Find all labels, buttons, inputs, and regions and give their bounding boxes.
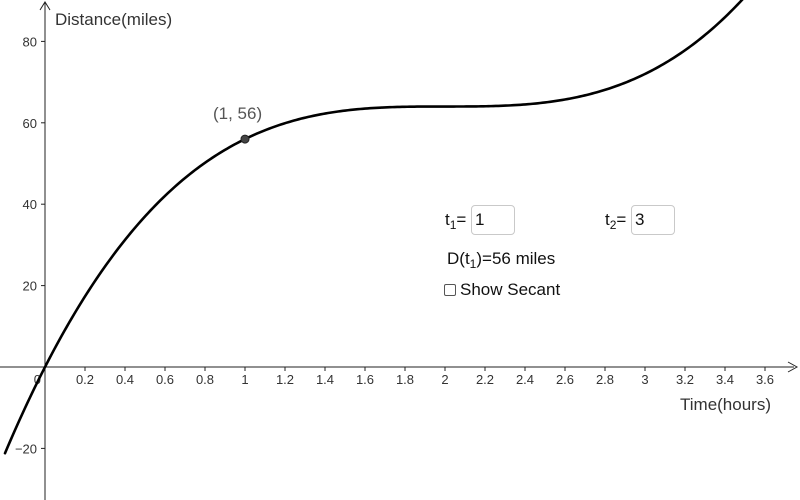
t2-label: t2= — [605, 210, 627, 232]
show-secant-label: Show Secant — [460, 280, 561, 299]
x-tick-label: 2.4 — [516, 372, 534, 387]
x-axis-arrow — [787, 361, 799, 373]
x-tick-label: 2.6 — [556, 372, 574, 387]
distance-readout: D(t1)=56 miles — [447, 249, 556, 271]
t1-input[interactable] — [471, 205, 515, 235]
curve-layer — [3, 0, 744, 455]
y-tick-label: 40 — [23, 197, 37, 212]
x-tick-label: 1.6 — [356, 372, 374, 387]
x-tick-label: 3.6 — [756, 372, 774, 387]
show-secant-checkbox[interactable] — [444, 284, 456, 296]
point-label: (1, 56) — [213, 104, 262, 123]
x-tick-label: 2.2 — [476, 372, 494, 387]
t1-label: t1= — [445, 210, 467, 232]
y-axis-label: Distance(miles) — [55, 10, 172, 29]
x-tick-label: 3 — [641, 372, 648, 387]
y-tick-label: 20 — [23, 279, 37, 294]
y-tick-label: 80 — [23, 34, 37, 49]
show-secant-toggle[interactable]: Show Secant — [444, 280, 560, 300]
t2-input[interactable] — [631, 205, 675, 235]
x-tick-label: 1 — [241, 372, 248, 387]
x-axis-label: Time(hours) — [680, 395, 771, 414]
y-tick-label: 60 — [23, 116, 37, 131]
x-tick-label: 1.8 — [396, 372, 414, 387]
distance-curve — [3, 0, 744, 455]
x-tick-label: 3.4 — [716, 372, 734, 387]
x-tick-label: 2 — [441, 372, 448, 387]
x-tick-label: 3.2 — [676, 372, 694, 387]
y-axis-arrow — [39, 1, 51, 11]
x-tick-label: 0.6 — [156, 372, 174, 387]
tick-labels: 0.2 0.4 0.6 0.8 1 1.2 1.4 1.6 1.8 2 2.2 2.4 2.6 2.8 3 3… — [15, 34, 774, 456]
x-tick-label: 0.2 — [76, 372, 94, 387]
x-tick-label: 1.2 — [276, 372, 294, 387]
x-tick-label: 0.8 — [196, 372, 214, 387]
x-tick-label: 1.4 — [316, 372, 334, 387]
x-tick-label: 2.8 — [596, 372, 614, 387]
point-t1[interactable] — [240, 134, 250, 144]
y-tick-label: −20 — [15, 441, 37, 456]
x-tick-label: 0.4 — [116, 372, 134, 387]
point-layer: (1, 56) — [213, 104, 262, 144]
